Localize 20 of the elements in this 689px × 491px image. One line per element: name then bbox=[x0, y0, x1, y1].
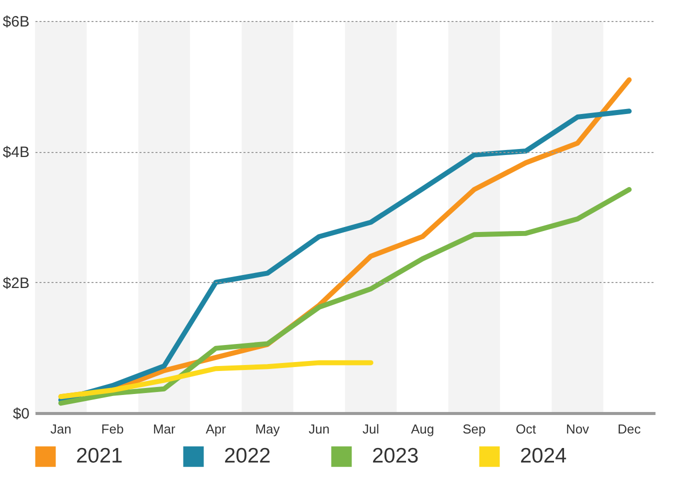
x-tick-label: Jul bbox=[362, 422, 380, 436]
x-tick-label: Jan bbox=[50, 422, 72, 436]
x-tick-label: Oct bbox=[516, 422, 536, 436]
x-tick-label: Sep bbox=[462, 422, 486, 436]
y-tick-label: $0 bbox=[12, 406, 30, 422]
legend-label: 2021 bbox=[76, 444, 123, 468]
x-tick-label: Nov bbox=[566, 422, 590, 436]
legend-label: 2022 bbox=[224, 444, 271, 468]
x-tick-label: Jun bbox=[308, 422, 330, 436]
legend-label: 2024 bbox=[520, 444, 568, 468]
x-tick-label: Dec bbox=[618, 422, 642, 436]
y-tick-label: $4B bbox=[2, 144, 30, 162]
x-tick-label: Apr bbox=[206, 422, 227, 436]
x-tick-label: Feb bbox=[101, 422, 124, 436]
y-tick-label: $2B bbox=[2, 274, 30, 292]
x-tick-label: Mar bbox=[152, 422, 176, 436]
x-tick-label: May bbox=[255, 422, 280, 436]
legend-label: 2023 bbox=[372, 444, 419, 468]
x-tick-label: Aug bbox=[410, 422, 434, 436]
y-tick-label: $6B bbox=[2, 14, 30, 30]
